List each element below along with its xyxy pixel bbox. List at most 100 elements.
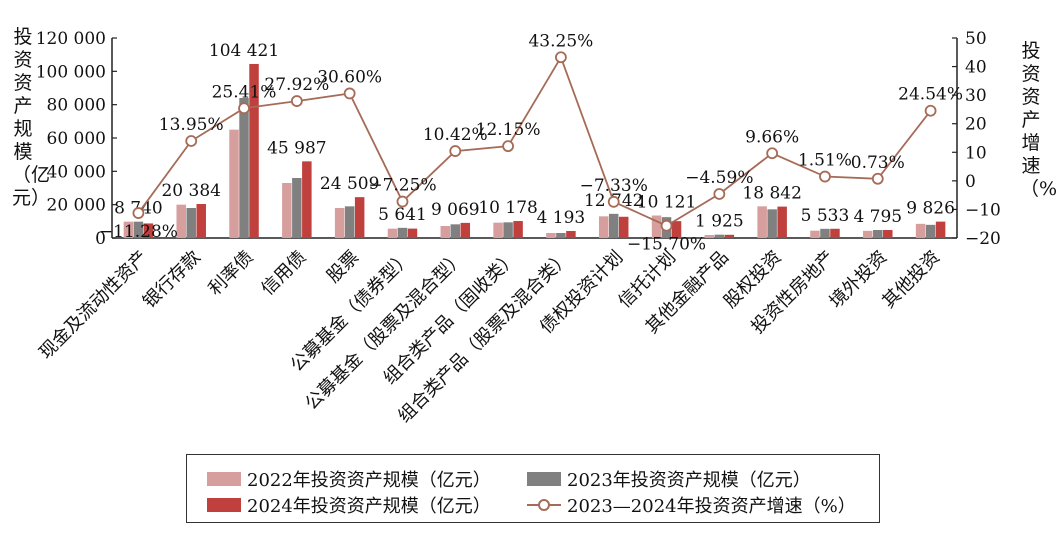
y-left-tick-label: 0 (95, 229, 106, 249)
growth-point (290, 95, 303, 107)
growth-point (871, 172, 884, 185)
growth-value-label: 1.51% (798, 151, 852, 171)
growth-value-label: 30.60% (317, 67, 382, 87)
y-right-tick-label: −20 (965, 229, 1001, 249)
bar-2023 (450, 224, 461, 238)
bar-2023 (292, 178, 302, 238)
bar-value-label: 4 795 (853, 207, 902, 227)
legend-label-2022: 2022年投资资产规模（亿元） (247, 470, 491, 491)
bar-2022 (546, 233, 556, 238)
growth-value-label: 10.42% (423, 125, 488, 145)
growth-point (502, 140, 514, 153)
bar-2022 (387, 228, 398, 238)
bar-value-label: 9 069 (431, 200, 480, 220)
growth-point (238, 102, 250, 115)
bar-2024 (830, 228, 840, 238)
bar-2023 (767, 209, 777, 238)
bar-2022 (598, 216, 609, 238)
bar-2024 (302, 161, 312, 238)
bar-2023 (873, 230, 883, 238)
growth-point (343, 87, 356, 100)
bar-value-label: 104 421 (209, 41, 279, 61)
growth-point (713, 188, 726, 200)
legend-label-growth: 2023—2024年投资资产增速（%） (567, 496, 856, 517)
bar-2022 (440, 226, 451, 238)
y-right-tick-label: 30 (965, 86, 987, 106)
growth-point (660, 219, 673, 232)
y-right-tick-label: 20 (965, 115, 987, 135)
growth-value-label: −15.70% (627, 235, 706, 255)
bar-2022 (651, 215, 662, 238)
bar-2023 (344, 206, 355, 238)
growth-value-label: 13.95% (159, 115, 224, 135)
bar-2023 (186, 208, 196, 238)
growth-point (766, 147, 779, 160)
bar-2022 (229, 129, 239, 238)
legend-line-marker (527, 498, 561, 512)
x-category-label: 现金及流动性资产 (35, 247, 152, 364)
growth-value-label: 43.25% (528, 31, 593, 51)
bar-2024 (566, 231, 576, 238)
legend-label-2023: 2023年投资资产规模（亿元） (567, 470, 811, 491)
growth-value-label: −7.33% (580, 176, 648, 196)
growth-value-label: 27.92% (264, 75, 329, 95)
growth-point (449, 145, 462, 157)
y-left-tick-label: 80 000 (47, 96, 106, 116)
bar-2024 (354, 197, 365, 238)
bar-2023 (714, 234, 725, 238)
growth-point (924, 104, 937, 117)
bar-2022 (282, 183, 292, 238)
growth-point (185, 135, 198, 147)
growth-value-label: −4.59% (685, 168, 753, 188)
growth-point (607, 195, 620, 208)
bar-value-label: 18 842 (742, 183, 801, 203)
bar-value-label: 20 384 (161, 181, 220, 201)
growth-value-label: 24.54% (898, 85, 963, 105)
bar-value-label: 9 826 (906, 199, 955, 219)
y-left-tick-label: 100 000 (36, 62, 106, 82)
growth-value-label: 0.73% (851, 153, 905, 173)
legend-item-growth: 2023—2024年投资资产增速（%） (527, 492, 856, 518)
y-left-axis-title: 投资资产规模（亿元） (12, 26, 51, 209)
bar-2022 (123, 221, 134, 238)
bar-2022 (334, 208, 345, 238)
legend-swatch-2023 (527, 472, 561, 486)
bar-2022 (915, 223, 926, 238)
bar-2024 (196, 204, 206, 238)
bar-2023 (397, 227, 408, 238)
y-left-tick-label: 20 000 (47, 196, 106, 216)
bar-value-label: 45 987 (267, 138, 326, 158)
bar-2023 (925, 224, 936, 238)
bar-2024 (513, 221, 523, 238)
bar-2024 (249, 63, 259, 239)
growth-value-label: 12.15% (476, 120, 541, 140)
bar-value-label: 4 193 (537, 208, 586, 228)
y-right-tick-label: 0 (965, 172, 976, 192)
bar-2023 (503, 222, 513, 238)
bar-value-label: 1 925 (695, 212, 744, 232)
y-right-tick-label: 10 (965, 143, 987, 163)
bar-value-label: 24 509 (320, 174, 379, 194)
bar-2023 (133, 221, 144, 238)
bar-2023 (608, 213, 619, 238)
bar-2024 (777, 206, 787, 238)
bar-2023 (556, 233, 566, 238)
legend-item-2022: 2022年投资资产规模（亿元） (207, 466, 491, 492)
bar-2022 (493, 222, 503, 238)
legend: 2022年投资资产规模（亿元） 2023年投资资产规模（亿元） 2024年投资资… (186, 454, 880, 523)
bar-2022 (863, 230, 873, 238)
bar-value-label: 10 178 (478, 198, 537, 218)
x-category-label: 境外投资 (826, 247, 892, 313)
x-category-label: 银行存款 (139, 247, 205, 313)
legend-label-2024: 2024年投资资产规模（亿元） (247, 496, 491, 517)
bar-value-label: 10 121 (637, 193, 696, 213)
x-category-label: 股票 (323, 247, 363, 287)
bar-2024 (460, 222, 471, 238)
bar-2022 (810, 230, 820, 238)
y-right-axis-title: 投资资产增速（%） (1020, 40, 1058, 200)
growth-value-label: −7.25% (368, 176, 436, 196)
growth-value-label: 9.66% (745, 127, 799, 147)
growth-point (555, 51, 567, 64)
bar-2024 (883, 230, 893, 238)
legend-item-2024: 2024年投资资产规模（亿元） (207, 492, 491, 518)
